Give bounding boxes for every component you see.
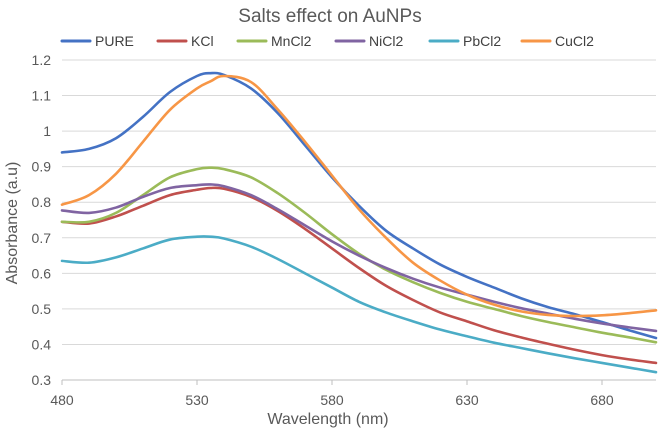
- chart-title: Salts effect on AuNPs: [238, 6, 421, 27]
- legend-label: CuCl2: [555, 33, 594, 49]
- legend-item-pbcl2: PbCl2: [428, 33, 501, 49]
- axes: 0.3 0.4 0.5 0.6 0.7 0.8 0.9 1 1.1 1.2 480 530 580 630…: [32, 52, 656, 408]
- y-axis-label: Absorbance (a.u): [4, 162, 21, 285]
- y-tick-label: 1.1: [32, 88, 52, 104]
- legend-item-mncl2: MnCl2: [236, 33, 312, 49]
- series-layer: [60, 71, 658, 374]
- legend-label: NiCl2: [369, 33, 403, 49]
- series-line-mncl2: [60, 166, 658, 344]
- legend-item-pure: PURE: [60, 33, 134, 49]
- legend-label: KCl: [191, 33, 214, 49]
- y-tick-label: 1.2: [32, 52, 52, 68]
- legend-label: MnCl2: [271, 33, 312, 49]
- legend-label: PURE: [95, 33, 134, 49]
- y-tick-label: 0.6: [32, 265, 52, 281]
- legend: PURE KCl MnCl2 NiCl2 PbCl2 CuCl2: [60, 33, 594, 49]
- y-tick-label: 0.8: [32, 194, 52, 210]
- x-axis-label: Wavelength (nm): [267, 411, 388, 428]
- y-tick-label: 0.3: [32, 372, 52, 388]
- x-tick-label: 580: [320, 392, 344, 408]
- y-tick-label: 0.5: [32, 301, 52, 317]
- series-line-kcl: [60, 186, 658, 365]
- legend-item-cucl2: CuCl2: [520, 33, 594, 49]
- legend-item-kcl: KCl: [156, 33, 214, 49]
- x-tick-label: 480: [50, 392, 74, 408]
- y-tick-label: 1: [43, 123, 51, 139]
- legend-label: PbCl2: [463, 33, 501, 49]
- series-line-cucl2: [60, 74, 658, 318]
- legend-item-nicl2: NiCl2: [334, 33, 403, 49]
- x-tick-label: 630: [455, 392, 479, 408]
- y-tick-label: 0.7: [32, 230, 52, 246]
- y-tick-label: 0.4: [32, 336, 52, 352]
- y-tick-label: 0.9: [32, 159, 52, 175]
- series-line-pbcl2: [60, 235, 658, 374]
- x-tick-label: 530: [185, 392, 209, 408]
- x-tick-label: 680: [590, 392, 614, 408]
